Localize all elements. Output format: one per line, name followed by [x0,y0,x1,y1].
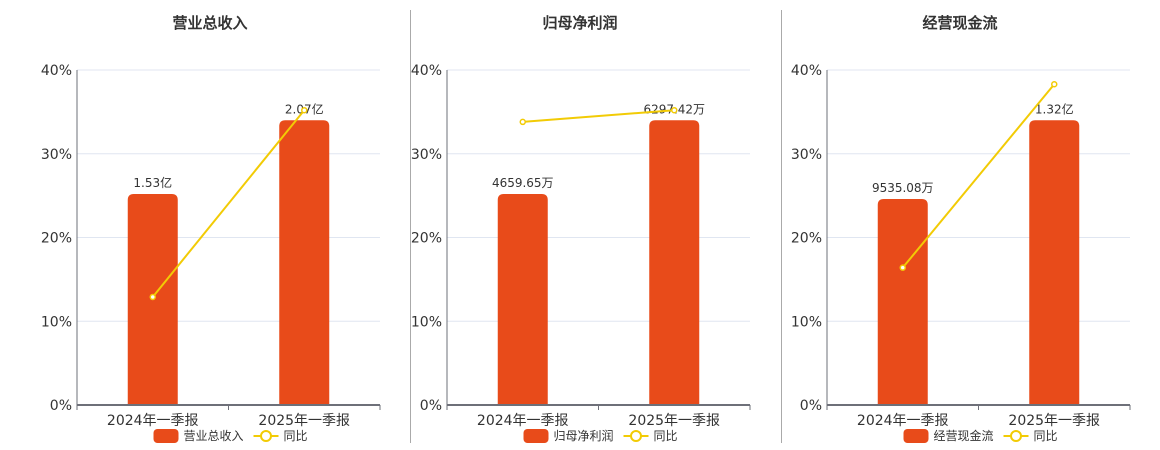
x-tick-label: 2025年一季报 [628,413,720,429]
yoy-point [149,293,156,301]
chart-title: 经营现金流 [922,14,997,32]
yoy-point [519,118,526,126]
chart-panel-3: 经营现金流 0% 10% 20% 30% 40% 9535.08万 1.32亿 2024年一季报… [791,14,1131,443]
legend-line-label: 同比 [1034,429,1058,443]
y-tick-label: 20% [791,231,822,247]
x-tick-label: 2024年一季报 [857,413,949,429]
y-tick-label: 10% [791,314,822,330]
chart-panel-2: 归母净利润0%10%20%30%40%4659.65万6297.42万2024年… [411,14,751,443]
yoy-line [151,109,306,298]
legend-bar-label: 归母净利润 [554,429,614,443]
x-tick-label: 2025年一季报 [258,413,350,429]
y-tick-label: 30% [791,147,822,163]
y-tick-label: 30% [41,147,72,163]
legend-line-label: 同比 [284,429,308,443]
legend-bar-swatch [523,429,549,443]
yoy-point [301,106,308,114]
bar [649,120,700,405]
bar-value-label: 4659.65万 [492,176,554,190]
bar-value-label: 1.32亿 [1035,101,1074,116]
legend-bar-label: 营业总收入 [184,429,244,443]
bar-value-label: 1.53亿 [133,175,172,190]
panel-divider [410,10,411,443]
legend-line-label: 同比 [654,429,678,443]
y-tick-label: 40% [411,63,442,79]
yoy-line [901,83,1056,269]
legend-line-marker [260,430,272,442]
legend-bar-swatch [903,429,929,443]
y-tick-label: 10% [41,314,72,330]
y-tick-label: 0% [50,398,72,414]
yoy-point [1051,80,1058,88]
bar-value-label: 9535.08万 [872,181,934,195]
y-tick-label: 10% [411,314,442,330]
legend: 经营现金流 同比 [903,428,1058,443]
y-tick-label: 30% [411,147,442,163]
x-tick-label: 2024年一季报 [477,413,569,429]
bar [877,198,928,405]
legend: 归母净利润 同比 [523,429,678,443]
legend-bar-label: 经营现金流 [934,428,994,443]
y-tick-label: 0% [800,398,822,414]
legend-bar-swatch [153,429,179,443]
bar [279,120,330,405]
yoy-point [899,264,906,271]
yoy-line [522,109,675,123]
legend-line-marker [630,430,642,442]
y-tick-label: 40% [41,63,72,79]
legend-line-marker [1010,430,1022,442]
bar [497,193,548,405]
panel-divider [781,10,782,443]
x-tick-label: 2024年一季报 [107,413,199,429]
x-tick-label: 2025年一季报 [1008,413,1100,429]
yoy-point [671,106,678,114]
y-tick-label: 20% [411,231,442,247]
chart-title: 归母净利润 [542,14,617,32]
bar [1029,120,1080,405]
legend: 营业总收入 同比 [153,429,308,443]
chart-title: 营业总收入 [172,14,247,32]
y-tick-label: 0% [420,398,442,414]
y-tick-label: 40% [791,63,822,79]
y-tick-label: 20% [41,231,72,247]
chart-panel-1: 营业总收入0%10%20%30%40%1.53亿2.07亿2024年一季报202… [41,14,381,443]
